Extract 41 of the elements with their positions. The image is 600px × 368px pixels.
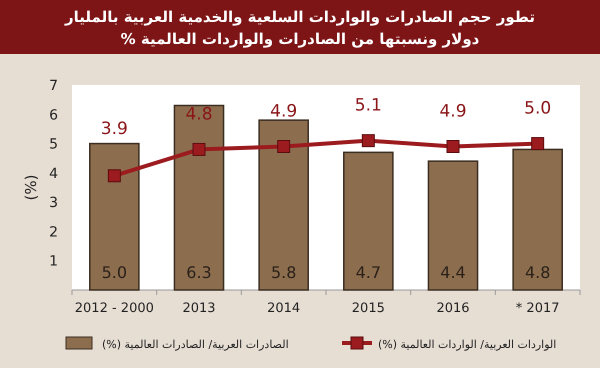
data-label: 5.1 — [354, 96, 382, 116]
y-tick-label: 5 — [49, 136, 58, 153]
x-tick-label: 2014 — [267, 301, 300, 316]
bar — [89, 142, 140, 291]
data-label: 4.7 — [356, 263, 382, 282]
y-tick-label: 1 — [49, 254, 58, 270]
point — [531, 137, 544, 150]
point — [446, 140, 460, 153]
y-tick-label: 3 — [49, 195, 58, 212]
y-tick-label: 4 — [49, 166, 58, 182]
x-tick-label: * 2017 — [516, 301, 560, 316]
point — [277, 140, 290, 153]
y-tick-label: 2 — [49, 224, 58, 240]
y-tick-label: 7 — [49, 78, 58, 94]
x-tick-label: 2012 - 2000 — [74, 301, 154, 316]
legend-label: الصادرات العربية/ الصادرات العالمية (%) — [102, 338, 289, 351]
data-label: 4.4 — [440, 263, 466, 282]
data-label: 4.9 — [439, 102, 467, 122]
data-label: 4.9 — [270, 102, 298, 122]
y-tick-label: 6 — [49, 107, 58, 124]
data-label: 4.8 — [524, 263, 550, 282]
data-label: 6.3 — [186, 263, 212, 282]
bar — [343, 152, 394, 291]
title: تطور حجم الصادرات والواردات السلعية والخدمية العربية بالمليار دولار ونسبتها من الصادرات والواردات العالمية % — [65, 8, 535, 48]
y-axis-title: (%) — [22, 174, 40, 200]
point — [192, 142, 206, 156]
point — [108, 169, 121, 182]
legend-label: الواردات العربية/ الواردات العالمية (%) — [378, 338, 556, 351]
data-label: 5.0 — [102, 263, 128, 282]
x-tick-label: 2013 — [182, 301, 216, 316]
point — [362, 134, 375, 148]
x-tick-label: 2015 — [352, 301, 385, 316]
bar — [174, 104, 224, 291]
data-label: 4.8 — [185, 104, 213, 124]
bar — [428, 160, 478, 291]
bar — [512, 148, 563, 291]
bar — [258, 119, 309, 291]
data-label: 3.9 — [100, 118, 128, 139]
x-tick-label: 2016 — [436, 301, 470, 316]
data-label: 5.0 — [524, 98, 552, 119]
data-label: 5.8 — [270, 263, 296, 282]
